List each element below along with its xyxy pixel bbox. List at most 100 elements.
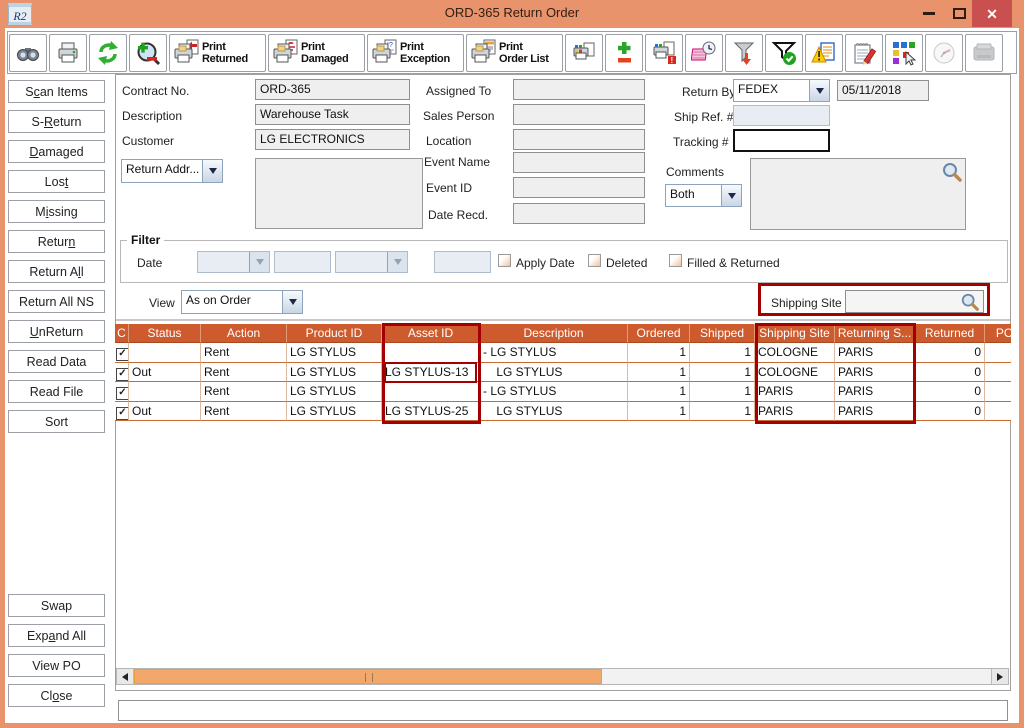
cell-returned[interactable]: 0 [915, 343, 985, 363]
print-returned-button[interactable]: Print Returned [169, 33, 266, 72]
order-items-table[interactable]: C Status Action Product ID Asset ID Descripti… [115, 324, 1011, 423]
cell-product-id[interactable]: LG STYLUS [287, 401, 382, 421]
device-button[interactable] [965, 33, 1003, 72]
print-order-list-button[interactable]: Print Order List [466, 33, 563, 72]
cell-status[interactable] [129, 343, 201, 363]
cell-shipped[interactable]: 1 [690, 343, 755, 363]
cell-description[interactable]: LG STYLUS [480, 362, 628, 382]
footer-message-field[interactable] [118, 700, 1008, 721]
view-dropdown[interactable]: As on Order [181, 290, 303, 314]
column-header-c[interactable]: C [115, 324, 129, 343]
return-date-field[interactable]: 05/11/2018 [837, 80, 929, 101]
cell-po[interactable] [985, 402, 1011, 421]
cell-description[interactable]: - LG STYLUS [480, 382, 628, 402]
row-checkbox-cell[interactable]: ✓ [115, 401, 129, 421]
cell-asset-id[interactable] [382, 343, 480, 363]
row-checkbox-cell[interactable]: ✓ [115, 362, 129, 382]
notes-clock-button[interactable] [685, 33, 723, 72]
sales-person-field[interactable] [513, 104, 645, 125]
column-header-status[interactable]: Status [129, 324, 201, 343]
cell-ordered[interactable]: 1 [628, 343, 690, 363]
event-name-field[interactable] [513, 152, 645, 173]
shipping-site-search-icon[interactable] [960, 292, 980, 312]
row-checkbox-cell[interactable]: ✓ [115, 382, 129, 402]
cell-shipped[interactable]: 1 [690, 362, 755, 382]
filter-check-button[interactable] [765, 33, 803, 72]
cell-asset-id[interactable]: LG STYLUS-25 [382, 401, 480, 421]
column-header-po[interactable]: PO [985, 324, 1011, 343]
sidebar-button-expand-all[interactable]: Exp a nd All [8, 624, 105, 647]
zoom-adjust-button[interactable] [129, 33, 167, 72]
sidebar-button-return[interactable]: Retur n [8, 230, 105, 253]
table-row[interactable]: ✓ Out Rent LG STYLUS LG STYLUS-13 LG STYLUS 1… [115, 362, 1011, 382]
cell-returned[interactable]: 0 [915, 382, 985, 402]
notepad-edit-button[interactable] [845, 33, 883, 72]
warning-doc-button[interactable] [805, 33, 843, 72]
cell-description[interactable]: - LG STYLUS [480, 343, 628, 363]
return-by-dropdown[interactable]: FEDEX [733, 79, 830, 102]
return-addr-dropdown[interactable]: Return Addr... [121, 159, 223, 183]
cell-returned[interactable]: 0 [915, 362, 985, 382]
cell-returning-site[interactable]: PARIS [835, 382, 915, 402]
column-header-shipping-site[interactable]: Shipping Site [755, 324, 835, 343]
column-header-asset-id[interactable]: Asset ID [382, 324, 480, 343]
date-recd-field[interactable] [513, 203, 645, 224]
cell-returned[interactable]: 0 [915, 401, 985, 421]
cell-shipped[interactable]: 1 [690, 382, 755, 402]
cell-returning-site[interactable]: PARIS [835, 401, 915, 421]
apply-date-checkbox[interactable] [498, 254, 511, 267]
print-damaged-button[interactable]: Print Damaged [268, 33, 365, 72]
cell-product-id[interactable]: LG STYLUS [287, 343, 382, 363]
cell-product-id[interactable]: LG STYLUS [287, 362, 382, 382]
cell-shipping-site[interactable]: PARIS [755, 401, 835, 421]
scrollbar-thumb[interactable] [134, 669, 602, 684]
cell-ordered[interactable]: 1 [628, 401, 690, 421]
cell-shipped[interactable]: 1 [690, 401, 755, 421]
customer-field[interactable]: LG ELECTRONICS [255, 129, 410, 150]
cell-product-id[interactable]: LG STYLUS [287, 382, 382, 402]
table-row[interactable]: ✓ Rent LG STYLUS - LG STYLUS 1 1 COLOGNE PARIS 0 [115, 343, 1011, 363]
horizontal-scrollbar[interactable] [116, 668, 1009, 685]
cell-po[interactable] [985, 363, 1011, 382]
scroll-right-button[interactable] [991, 669, 1008, 684]
close-button[interactable]: ✕ [972, 0, 1012, 27]
row-checkbox[interactable]: ✓ [116, 348, 128, 361]
clock-button[interactable] [925, 33, 963, 72]
table-row[interactable]: ✓ Rent LG STYLUS - LG STYLUS 1 1 PARIS PARIS 0 [115, 382, 1011, 402]
cell-description[interactable]: LG STYLUS [480, 401, 628, 421]
cell-action[interactable]: Rent [201, 362, 287, 382]
description-field[interactable]: Warehouse Task [255, 104, 410, 125]
cell-action[interactable]: Rent [201, 401, 287, 421]
sidebar-button-lost[interactable]: Los t [8, 170, 105, 193]
tracking-field[interactable] [733, 129, 830, 152]
comments-mode-dropdown[interactable]: Both [665, 184, 742, 207]
maximize-button[interactable] [945, 0, 973, 27]
assigned-to-field[interactable] [513, 79, 645, 100]
row-checkbox[interactable]: ✓ [116, 406, 128, 420]
cell-po[interactable] [985, 343, 1011, 363]
print-alert-button[interactable]: ! [645, 33, 683, 72]
cell-ordered[interactable]: 1 [628, 382, 690, 402]
cell-asset-id[interactable]: LG STYLUS-13 [382, 362, 480, 382]
row-checkbox[interactable]: ✓ [116, 387, 128, 400]
comments-search-icon[interactable] [941, 161, 963, 183]
column-header-ordered[interactable]: Ordered [628, 324, 690, 343]
column-header-description[interactable]: Description [480, 324, 628, 343]
filled-returned-checkbox[interactable] [669, 254, 682, 267]
print-exception-button[interactable]: !? Print Exception [367, 33, 464, 72]
table-row[interactable]: ✓ Out Rent LG STYLUS LG STYLUS-25 LG STYLUS 1… [115, 401, 1011, 421]
sidebar-button-view-po[interactable]: View PO [8, 654, 105, 677]
barcode-print-button[interactable] [565, 33, 603, 72]
scroll-left-button[interactable] [117, 669, 134, 684]
column-header-shipped[interactable]: Shipped [690, 324, 755, 343]
sidebar-button-read-data[interactable]: Read Data [8, 350, 105, 373]
contract-no-field[interactable]: ORD-365 [255, 79, 410, 100]
cell-returning-site[interactable]: PARIS [835, 362, 915, 382]
refresh-button[interactable] [89, 33, 127, 72]
cell-po[interactable] [985, 382, 1011, 402]
